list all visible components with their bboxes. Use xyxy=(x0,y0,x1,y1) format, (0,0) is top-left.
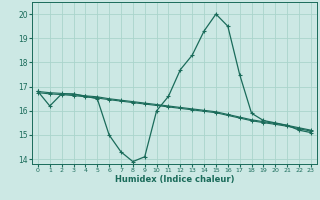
X-axis label: Humidex (Indice chaleur): Humidex (Indice chaleur) xyxy=(115,175,234,184)
